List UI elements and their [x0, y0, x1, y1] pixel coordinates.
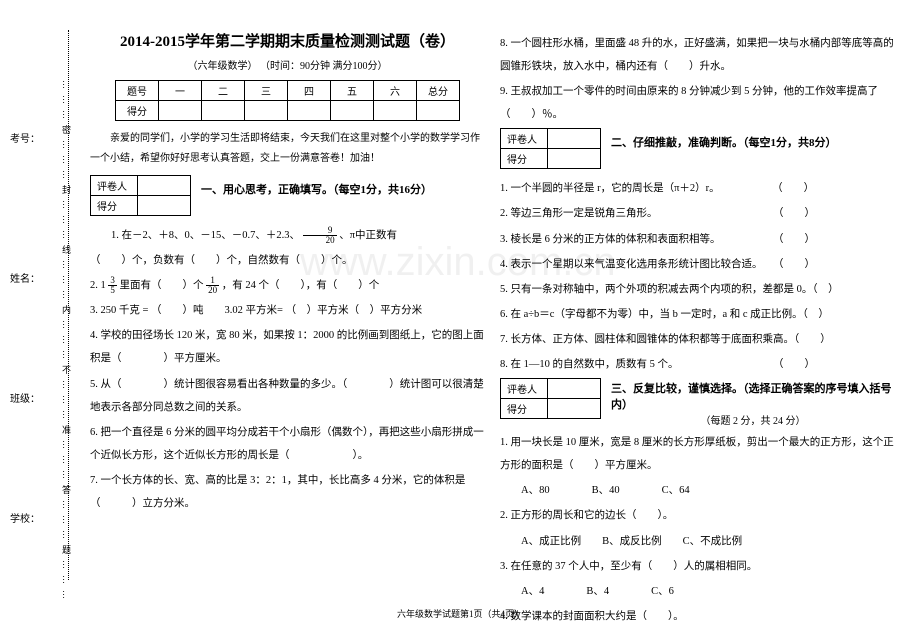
- s3q2: 2. 正方形的周长和它的边长（ ）。: [500, 504, 895, 527]
- s3q1-opts: A、80 B、40 C、64: [500, 479, 895, 502]
- text: 2. 1: [90, 280, 106, 291]
- section-2-header: 评卷人 得分 二、仔细推敲，准确判断。（每空1分，共8分）: [500, 128, 895, 173]
- th: 题号: [116, 81, 159, 101]
- th: 三: [245, 81, 288, 101]
- q2: 2. 1 35 里面有（ ）个 120 ，有 24 个（ ），有（ ）个: [90, 274, 485, 297]
- fraction-icon: 35: [108, 276, 117, 295]
- td: 得分: [116, 101, 159, 121]
- page-footer: 六年级数学试题第1页（共4页）: [0, 607, 920, 620]
- th: 一: [159, 81, 202, 101]
- s3q2-opts: A、成正比例 B、成反比例 C、不成比例: [500, 530, 895, 553]
- s2q6: 6. 在 a÷b＝c（字母都不为零）中，当 b 一定时，a 和 c 成正比例。（…: [500, 303, 895, 326]
- label-school: 学校：: [10, 510, 40, 525]
- s3q1: 1. 用一块长是 10 厘米，宽是 8 厘米的长方形厚纸板，剪出一个最大的正方形…: [500, 431, 895, 477]
- right-column: 8. 一个圆柱形水桶，里面盛 48 升的水，正好盛满，如果把一块与水桶内部等底等…: [500, 30, 910, 630]
- s3q3: 3. 在任意的 37 个人中，至少有（ ）人的属相相同。: [500, 555, 895, 578]
- q5: 5. 从（ ）统计图很容易看出各种数量的多少。（ ）统计图可以很清楚地表示各部分…: [90, 373, 485, 419]
- fraction-icon: 920: [303, 226, 337, 245]
- text: 里面有（ ）个: [120, 280, 204, 291]
- seal-line-text: ………密………封………线………内………不………准………答………题………: [60, 80, 73, 605]
- q1-cont: （ ）个，负数有（ ）个，自然数有（ ）个。: [90, 249, 485, 272]
- text: 、π中正数有: [339, 230, 397, 241]
- q9: 9. 王叔叔加工一个零件的时间由原来的 8 分钟减少到 5 分钟，他的工作效率提…: [500, 80, 895, 126]
- th: 六: [374, 81, 417, 101]
- td: 得分: [501, 149, 548, 169]
- section-3-header: 评卷人 得分 三、反复比较，谨慎选择。（选择正确答案的序号填入括号内） （每题 …: [500, 378, 895, 427]
- s3q3-opts: A、4 B、4 C、6: [500, 580, 895, 603]
- s2q8: 8. 在 1—10 的自然数中，质数有 5 个。 （ ）: [500, 353, 895, 376]
- s2q4: 4. 表示一个星期以来气温变化选用条形统计图比较合适。 （ ）: [500, 253, 895, 276]
- section-1-title: 一、用心思考，正确填写。（每空1分，共16分）: [201, 175, 432, 197]
- q7: 7. 一个长方体的长、宽、高的比是 3：2：1，其中，长比高多 4 分米，它的体…: [90, 469, 485, 515]
- th: 五: [331, 81, 374, 101]
- table-row: 得分: [116, 101, 460, 121]
- label-name: 姓名：: [10, 270, 40, 285]
- td: 评卷人: [501, 379, 548, 399]
- section-3-note: （每题 2 分，共 24 分）: [611, 412, 895, 427]
- label-examno: 考号：: [10, 130, 40, 145]
- s2q1: 1. 一个半圆的半径是 r，它的周长是（π＋2）r。 （ ）: [500, 177, 895, 200]
- grader-box: 评卷人 得分: [500, 128, 601, 169]
- score-table: 题号 一 二 三 四 五 六 总分 得分: [115, 80, 460, 121]
- q1: 1. 在－2、＋8、0、－15、－0.7、＋2.3、 920 、π中正数有: [90, 224, 485, 247]
- s2q5: 5. 只有一条对称轴中，两个外项的积减去两个内项的积，差都是 0。（ ）: [500, 278, 895, 301]
- section-2-title: 二、仔细推敲，准确判断。（每空1分，共8分）: [611, 128, 837, 150]
- left-column: 2014-2015学年第二学期期末质量检测测试题（卷） （六年级数学） （时间：…: [90, 30, 500, 630]
- q3: 3. 250 千克 = （ ）吨 3.02 平方米= （ ）平方米（ ）平方分米: [90, 299, 485, 322]
- intro-text: 亲爱的同学们，小学的学习生活即将结束，今天我们在这里对整个小学的数学学习作一个小…: [90, 129, 485, 169]
- s2q7: 7. 长方体、正方体、圆柱体和圆锥体的体积都等于底面积乘高。（ ）: [500, 328, 895, 351]
- q4: 4. 学校的田径场长 120 米，宽 80 米，如果按 1：2000 的比例画到…: [90, 324, 485, 370]
- td: 得分: [501, 399, 548, 419]
- grader-box: 评卷人 得分: [90, 175, 191, 216]
- th: 二: [202, 81, 245, 101]
- label-class: 班级：: [10, 390, 40, 405]
- text: ，有 24 个（ ），有（ ）个: [222, 280, 380, 291]
- section-1-header: 评卷人 得分 一、用心思考，正确填写。（每空1分，共16分）: [90, 175, 485, 220]
- table-row: 题号 一 二 三 四 五 六 总分: [116, 81, 460, 101]
- th: 总分: [417, 81, 460, 101]
- q6: 6. 把一个直径是 6 分米的圆平均分成若干个小扇形（偶数个），再把这些小扇形拼…: [90, 421, 485, 467]
- content-columns: 2014-2015学年第二学期期末质量检测测试题（卷） （六年级数学） （时间：…: [90, 30, 910, 630]
- text: 1. 在－2、＋8、0、－15、－0.7、＋2.3、: [111, 230, 300, 241]
- page-title: 2014-2015学年第二学期期末质量检测测试题（卷）: [90, 30, 485, 51]
- grader-box: 评卷人 得分: [500, 378, 601, 419]
- th: 四: [288, 81, 331, 101]
- page-subtitle: （六年级数学） （时间：90分钟 满分100分）: [90, 57, 485, 72]
- s2q2: 2. 等边三角形一定是锐角三角形。 （ ）: [500, 202, 895, 225]
- section-3-title: 三、反复比较，谨慎选择。（选择正确答案的序号填入括号内）: [611, 380, 895, 412]
- q8: 8. 一个圆柱形水桶，里面盛 48 升的水，正好盛满，如果把一块与水桶内部等底等…: [500, 32, 895, 78]
- s2q3: 3. 棱长是 6 分米的正方体的体积和表面积相等。 （ ）: [500, 228, 895, 251]
- td: 评卷人: [91, 176, 138, 196]
- fraction-icon: 120: [206, 276, 219, 295]
- td: 评卷人: [501, 129, 548, 149]
- td: 得分: [91, 196, 138, 216]
